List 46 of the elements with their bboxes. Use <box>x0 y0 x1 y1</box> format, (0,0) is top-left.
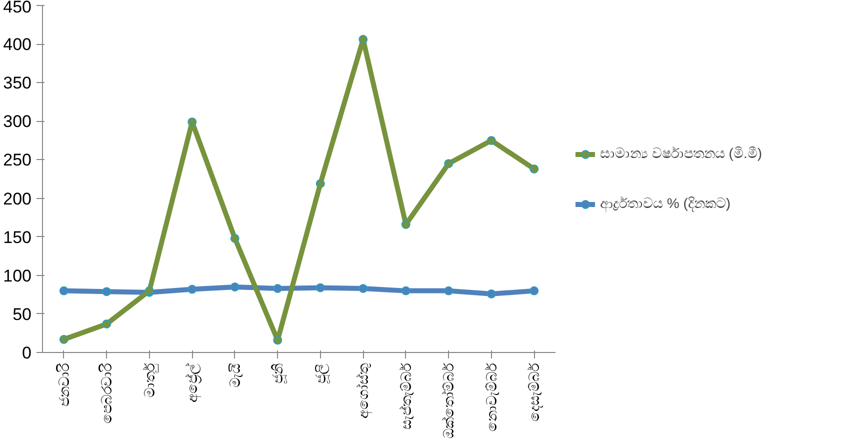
x-tick-label: නොවැම්බර් <box>483 362 500 432</box>
point <box>486 136 496 145</box>
point <box>444 159 454 168</box>
x-tick-label: ඔක්තෝම්බර් <box>440 362 457 438</box>
point <box>273 284 282 293</box>
x-tick-label: ජූලි <box>312 364 330 384</box>
x-tick-label: පෙබරවාරි <box>98 362 115 424</box>
point <box>59 334 68 344</box>
y-tick-label: 400 <box>3 35 32 54</box>
y-tick-label: 150 <box>3 228 32 247</box>
point <box>230 234 240 243</box>
y-tick-label: 200 <box>3 189 32 208</box>
point <box>358 284 368 293</box>
y-tick-label: 50 <box>12 304 32 324</box>
x-tick-label: ජනවාරි <box>56 362 72 406</box>
point <box>230 282 240 292</box>
point <box>316 283 325 292</box>
legend-label: සාමාන්‍ය වර්ෂාපතනය (මි.මී) <box>600 145 762 162</box>
y-tick-label: 250 <box>3 150 32 170</box>
point <box>358 34 368 44</box>
point <box>59 286 68 296</box>
legend-label: ආර්ද්‍රතාවය % (දිනකට) <box>600 195 731 212</box>
y-tick-label: 350 <box>3 74 32 93</box>
point <box>530 164 539 174</box>
x-tick-label: සැප්තැම්බර් <box>398 362 414 430</box>
point <box>486 289 496 298</box>
point <box>188 117 197 126</box>
point <box>444 286 454 296</box>
point <box>401 286 410 296</box>
point <box>316 179 325 188</box>
x-tick-label: ජූනි <box>270 364 288 384</box>
y-tick-label: 300 <box>3 112 32 132</box>
y-tick-label: 450 <box>3 0 32 16</box>
point <box>530 286 539 296</box>
x-tick-label: අගෝස්තු <box>355 362 374 418</box>
point <box>188 284 197 294</box>
x-tick-label: අප්‍රේල් <box>184 364 202 402</box>
y-tick-label: 100 <box>3 266 32 286</box>
point <box>102 287 112 296</box>
point <box>401 220 410 229</box>
point <box>273 336 282 345</box>
x-tick-label: දෙසැම්බර් <box>526 362 544 422</box>
y-tick-label: 0 <box>22 344 32 362</box>
x-tick-label: මාර්තු <box>141 362 158 398</box>
point <box>102 319 112 328</box>
x-tick-label: මැයි <box>226 362 243 388</box>
